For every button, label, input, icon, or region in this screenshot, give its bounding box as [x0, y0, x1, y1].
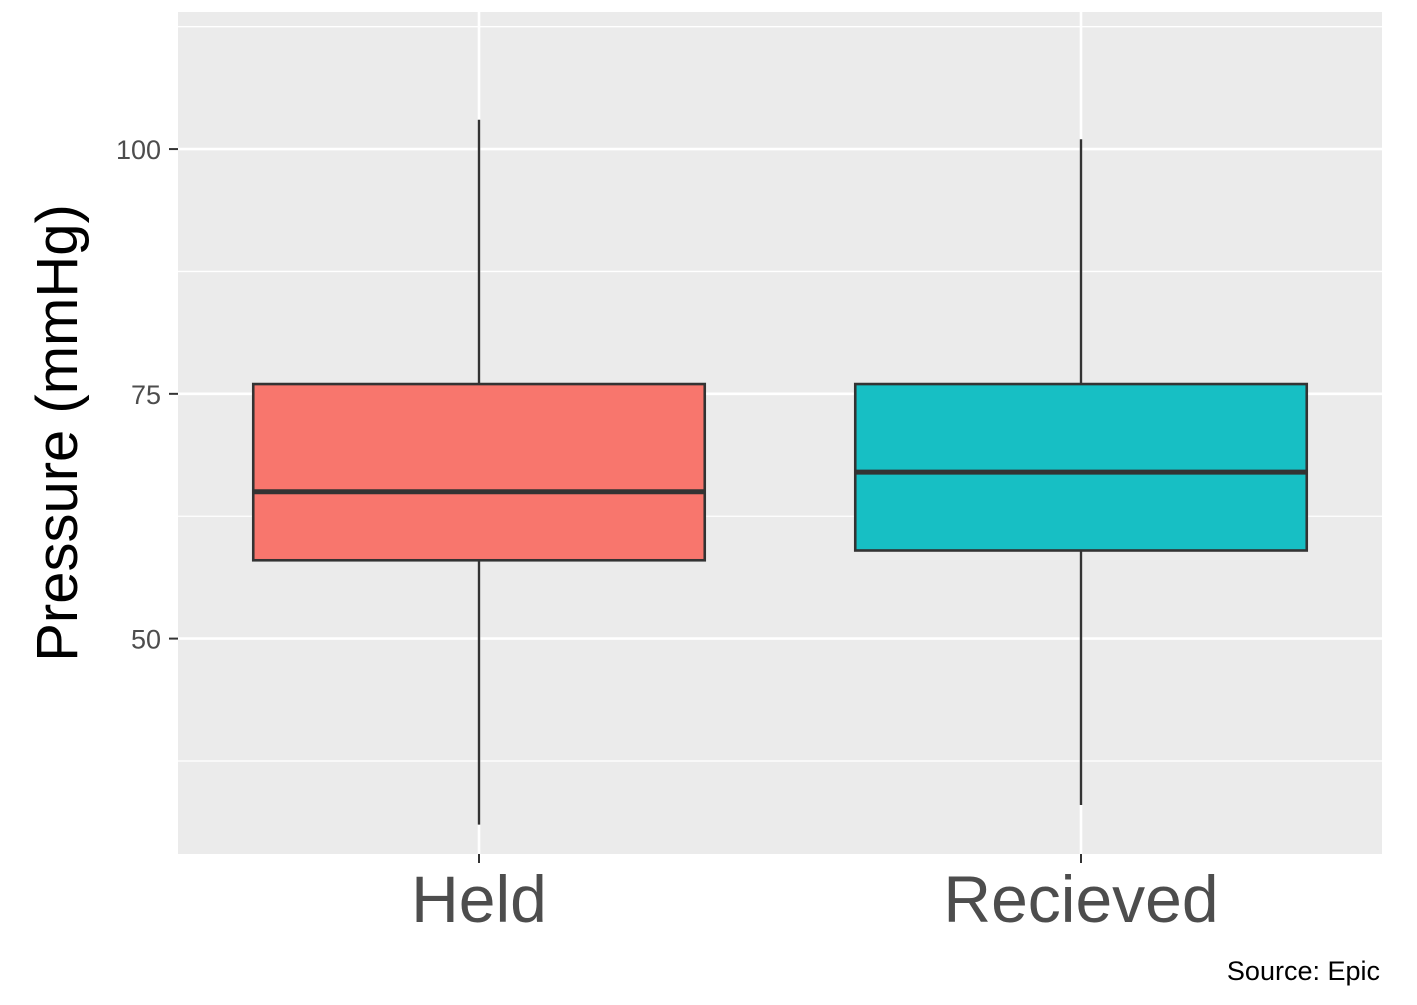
y-tick-label: 75: [131, 380, 161, 410]
y-axis-title: Pressure (mmHg): [25, 204, 90, 662]
x-axis-ticks: Held Recieved: [411, 854, 1219, 936]
box-iqr: [251, 382, 707, 562]
y-tick-label: 100: [116, 135, 161, 165]
box-recieved: [853, 139, 1309, 806]
box-series: [251, 119, 1309, 825]
box-held: [251, 119, 707, 825]
y-axis-ticks: 50 75 100: [116, 135, 178, 655]
box-iqr: [853, 382, 1309, 552]
caption-source: Source: Epic: [1227, 956, 1380, 986]
x-tick-label: Held: [411, 862, 547, 936]
y-tick-label: 50: [131, 625, 161, 655]
x-tick-label: Recieved: [943, 862, 1218, 936]
